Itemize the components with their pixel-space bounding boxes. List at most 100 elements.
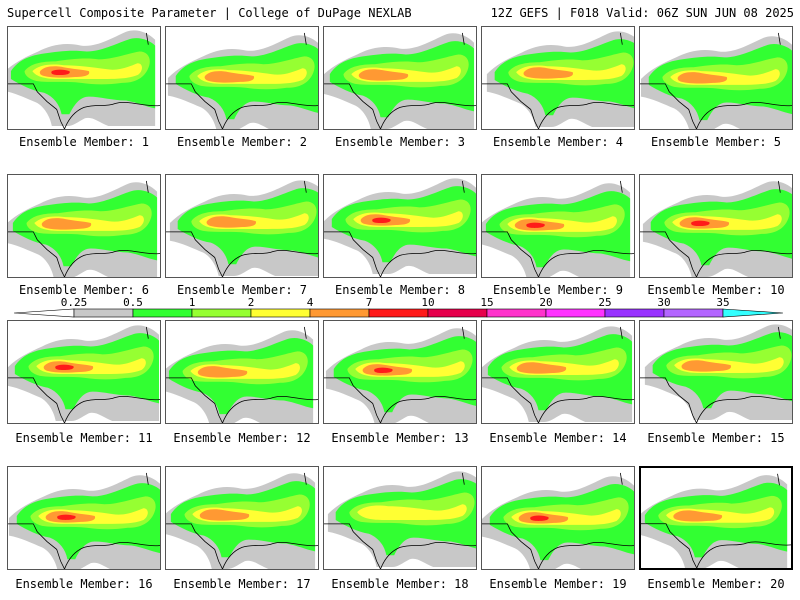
ensemble-member-15-map[interactable]	[639, 320, 793, 424]
ensemble-member-label: Ensemble Member: 19	[489, 577, 627, 591]
ensemble-member-9-map[interactable]	[481, 174, 635, 278]
ensemble-member-label: Ensemble Member: 20	[647, 577, 785, 591]
legend-swatch	[722, 308, 784, 318]
ensemble-member-7-map[interactable]	[165, 174, 319, 278]
legend-level-label: 2	[248, 296, 255, 309]
border-segment	[619, 326, 623, 339]
ensemble-member-label: Ensemble Member: 16	[15, 577, 153, 591]
state-border	[640, 231, 697, 277]
ensemble-member-19-map[interactable]	[481, 466, 635, 570]
red-contour	[372, 217, 391, 224]
ensemble-member-13-map[interactable]	[323, 320, 477, 424]
border-segment	[461, 326, 465, 339]
red-contour	[57, 514, 76, 520]
orange-contour	[358, 69, 409, 81]
orange-contour	[673, 510, 723, 522]
legend-swatch	[486, 308, 547, 318]
red-contour	[691, 220, 710, 226]
legend-swatch	[250, 308, 311, 318]
coastline	[380, 250, 476, 277]
state-border	[324, 83, 381, 129]
state-border	[324, 377, 381, 423]
coastline	[380, 102, 476, 129]
state-border	[8, 231, 65, 277]
border-segment	[461, 32, 465, 45]
ensemble-member-label: Ensemble Member: 10	[647, 283, 785, 297]
orange-contour	[516, 362, 567, 374]
border-segment	[777, 326, 781, 339]
coastline	[64, 542, 160, 569]
state-border	[166, 231, 223, 277]
red-contour	[374, 367, 393, 373]
coastline	[696, 396, 792, 423]
coastline	[64, 250, 160, 277]
legend-level-label: 1	[189, 296, 196, 309]
ensemble-member-14-map[interactable]	[481, 320, 635, 424]
legend-swatch	[604, 308, 665, 318]
ensemble-member-12-map[interactable]	[165, 320, 319, 424]
legend-swatch	[132, 308, 193, 318]
border-segment	[619, 180, 623, 193]
legend-level-label: 0.25	[61, 296, 88, 309]
coastline	[696, 250, 792, 277]
state-border	[640, 377, 697, 423]
coastline	[380, 396, 476, 423]
legend-level-label: 15	[480, 296, 493, 309]
orange-contour	[681, 360, 731, 372]
header-title: Supercell Composite Parameter | College …	[7, 6, 412, 20]
ensemble-member-label: Ensemble Member: 9	[492, 283, 624, 297]
legend-level-label: 10	[421, 296, 434, 309]
orange-contour	[206, 216, 257, 228]
legend-level-label: 25	[598, 296, 611, 309]
ensemble-member-8-map[interactable]	[323, 174, 477, 278]
ensemble-member-label: Ensemble Member: 1	[18, 135, 150, 149]
state-border	[482, 523, 539, 569]
yellow-contour	[357, 504, 467, 520]
border-segment	[145, 472, 149, 485]
ensemble-member-label: Ensemble Member: 11	[15, 431, 153, 445]
border-segment	[777, 473, 780, 486]
coastline	[538, 250, 634, 277]
border-segment	[303, 326, 307, 339]
ensemble-member-3-map[interactable]	[323, 26, 477, 130]
state-border	[324, 523, 381, 569]
coastline	[538, 396, 634, 423]
ensemble-member-10-map[interactable]	[639, 174, 793, 278]
state-border	[166, 377, 223, 423]
color-legend: 0.25 0.5 1 2 4 7 10 15 20 25 30 35	[13, 296, 784, 318]
ensemble-member-1-map[interactable]	[7, 26, 161, 130]
ensemble-member-label: Ensemble Member: 13	[331, 431, 469, 445]
ensemble-member-label: Ensemble Member: 3	[334, 135, 466, 149]
orange-contour	[677, 72, 728, 84]
ensemble-member-11-map[interactable]	[7, 320, 161, 424]
ensemble-member-label: Ensemble Member: 5	[650, 135, 782, 149]
ensemble-member-label: Ensemble Member: 8	[334, 283, 466, 297]
ensemble-member-2-map[interactable]	[165, 26, 319, 130]
ensemble-member-label: Ensemble Member: 2	[176, 135, 308, 149]
ensemble-member-5-map[interactable]	[639, 26, 793, 130]
ensemble-member-17-map[interactable]	[165, 466, 319, 570]
ensemble-member-label: Ensemble Member: 6	[18, 283, 150, 297]
border-segment	[777, 180, 781, 193]
red-contour	[526, 222, 545, 228]
orange-contour	[204, 71, 255, 83]
legend-swatch	[545, 308, 606, 318]
coastline	[64, 396, 160, 423]
legend-swatch	[663, 308, 724, 318]
ensemble-member-6-map[interactable]	[7, 174, 161, 278]
coastline	[222, 102, 318, 129]
state-border	[641, 523, 698, 568]
state-border	[8, 377, 65, 423]
ensemble-member-18-map[interactable]	[323, 466, 477, 570]
legend-level-label: 7	[366, 296, 373, 309]
orange-contour	[197, 366, 248, 378]
border-segment	[619, 32, 623, 45]
legend-swatch	[73, 308, 134, 318]
border-segment	[145, 326, 149, 339]
border-segment	[145, 180, 149, 193]
coastline	[538, 542, 634, 569]
ensemble-member-20-map[interactable]	[639, 466, 793, 570]
ensemble-member-label: Ensemble Member: 4	[492, 135, 624, 149]
ensemble-member-4-map[interactable]	[481, 26, 635, 130]
ensemble-member-16-map[interactable]	[7, 466, 161, 570]
